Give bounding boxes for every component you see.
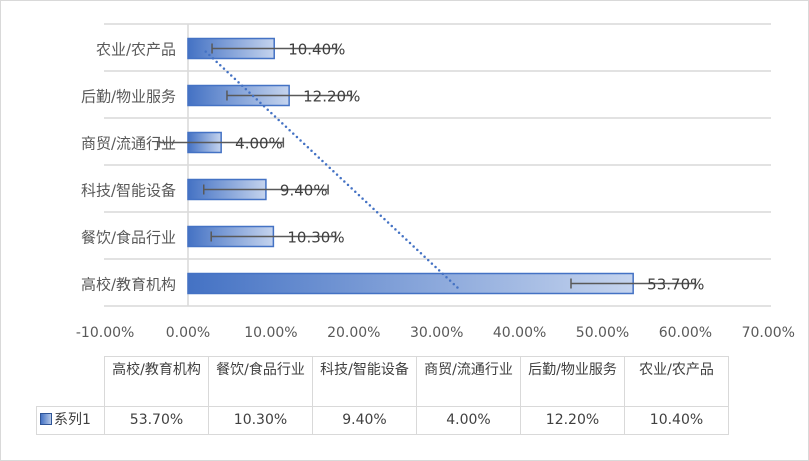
x-tick-label: -10.00% <box>76 325 134 341</box>
table-corner <box>37 357 105 407</box>
category-label: 科技/智能设备 <box>81 182 176 200</box>
table-header-cell: 后勤/物业服务 <box>520 356 625 407</box>
data-table: 高校/教育机构 餐饮/食品行业 科技/智能设备 商贸/流通行业 后勤/物业服务 农业/农产… <box>36 356 729 435</box>
x-tick-label: 0.00% <box>166 325 210 341</box>
x-tick-label: 60.00% <box>659 325 712 341</box>
data-label: 10.40% <box>288 41 345 59</box>
table-value-cell: 12.20% <box>520 406 625 435</box>
table-header-cell: 高校/教育机构 <box>104 356 209 407</box>
table-header-cell: 科技/智能设备 <box>312 356 417 407</box>
data-label: 9.40% <box>280 182 328 200</box>
bar <box>187 272 634 295</box>
category-label: 餐饮/食品行业 <box>81 229 176 247</box>
table-value-cell: 9.40% <box>312 406 417 435</box>
table-header-cell: 餐饮/食品行业 <box>208 356 313 407</box>
x-tick-label: 70.00% <box>742 325 795 341</box>
trendline <box>203 49 459 289</box>
bar-chart: 53.70% 高校/教育机构 10.30% 餐饮/食品行业 9.40% 科技/智能设备 4.… <box>76 23 795 341</box>
table-value-cell: 4.00% <box>416 406 521 435</box>
data-label: 10.30% <box>287 229 344 247</box>
data-label: 12.20% <box>303 88 360 106</box>
table-header-cell: 商贸/流通行业 <box>416 356 521 407</box>
table-value-cell: 53.70% <box>104 406 209 435</box>
x-tick-label: 40.00% <box>493 325 546 341</box>
data-label: 53.70% <box>647 276 704 294</box>
category-label: 农业/农产品 <box>96 41 176 59</box>
table-value-cell: 10.40% <box>624 406 729 435</box>
category-label: 高校/教育机构 <box>81 276 176 294</box>
x-tick-label: 10.00% <box>244 325 297 341</box>
table-value-cell: 10.30% <box>208 406 313 435</box>
series-name: 系列1 <box>54 412 91 428</box>
table-header-cell: 农业/农产品 <box>624 356 729 407</box>
category-label: 后勤/物业服务 <box>81 88 176 106</box>
data-label: 4.00% <box>235 135 283 153</box>
category-label: 商贸/流通行业 <box>81 135 176 153</box>
x-tick-label: 30.00% <box>410 325 463 341</box>
series-color-key <box>40 413 52 425</box>
x-tick-label: 20.00% <box>327 325 380 341</box>
series-legend-key: 系列1 <box>36 406 105 435</box>
x-tick-label: 50.00% <box>576 325 629 341</box>
